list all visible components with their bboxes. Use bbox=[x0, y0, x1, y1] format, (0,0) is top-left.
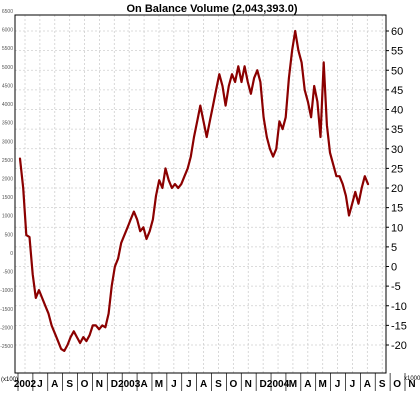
x-tick-label: J bbox=[37, 379, 43, 390]
right-tick-label: 50 bbox=[391, 65, 403, 77]
right-tick-label: 10 bbox=[391, 222, 403, 234]
right-tick-label: 60 bbox=[391, 26, 403, 38]
x-tick-label: S bbox=[379, 379, 386, 390]
right-tick-label: 40 bbox=[391, 105, 403, 117]
grid bbox=[15, 15, 386, 373]
x-tick-label: A bbox=[200, 379, 207, 390]
x-tick-label: A bbox=[364, 379, 371, 390]
left-axis: 6500600055005000450040003500300025002000… bbox=[0, 9, 13, 350]
left-tick-label: 4500 bbox=[2, 83, 13, 89]
left-tick-label: 5500 bbox=[2, 46, 13, 52]
left-tick-label: 4000 bbox=[2, 102, 13, 108]
left-tick-label: 2000 bbox=[2, 177, 13, 183]
x-tick-label: 2004 bbox=[267, 379, 290, 390]
x-tick-label: 2002 bbox=[14, 379, 37, 390]
x-tick-label: D bbox=[260, 379, 267, 390]
x-tick-label: S bbox=[66, 379, 73, 390]
left-tick-label: 0 bbox=[10, 251, 13, 257]
x-tick-label: J bbox=[171, 379, 177, 390]
left-tick-label: 3000 bbox=[2, 139, 13, 145]
left-tick-label: -500 bbox=[3, 270, 13, 276]
x-tick-label: O bbox=[393, 379, 401, 390]
series-layer bbox=[18, 29, 370, 352]
right-tick-label: -20 bbox=[391, 340, 407, 352]
x-tick-label: J bbox=[350, 379, 356, 390]
left-tick-label: 2500 bbox=[2, 158, 13, 164]
obv-series-line bbox=[18, 29, 370, 352]
right-tick-label: 30 bbox=[391, 144, 403, 156]
right-tick-label: 55 bbox=[391, 46, 403, 58]
right-tick-label: 5 bbox=[391, 242, 397, 254]
x-tick-label: N bbox=[245, 379, 252, 390]
x-axis: 2002 J A S O N D 2003 A M J J A S O N D 2004 M A M J J A S O N bbox=[14, 373, 416, 391]
x-tick-label: A bbox=[140, 379, 147, 390]
left-tick-label: -2000 bbox=[0, 325, 13, 331]
x-tick-label: A bbox=[51, 379, 58, 390]
left-tick-label: 5000 bbox=[2, 65, 13, 71]
right-tick-label: -15 bbox=[391, 320, 407, 332]
x-tick-label: O bbox=[81, 379, 89, 390]
left-tick-label: -2500 bbox=[0, 344, 13, 350]
right-tick-label: 20 bbox=[391, 183, 403, 195]
plot-frame bbox=[14, 14, 387, 374]
chart-title: On Balance Volume (2,043,393.0) bbox=[127, 3, 298, 15]
x-tick-label: A bbox=[304, 379, 311, 390]
x-tick-label: 2003 bbox=[118, 379, 141, 390]
left-tick-label: 1500 bbox=[2, 195, 13, 201]
x-tick-label: M bbox=[155, 379, 163, 390]
left-axis-unit: (x100) bbox=[1, 377, 18, 383]
right-axis-unit: x1000 bbox=[404, 376, 420, 382]
right-tick-label: -5 bbox=[391, 281, 401, 293]
right-tick-label: 35 bbox=[391, 124, 403, 136]
left-tick-label: 1000 bbox=[2, 214, 13, 220]
left-tick-label: 6000 bbox=[2, 28, 13, 34]
left-tick-label: 3500 bbox=[2, 121, 13, 127]
x-tick-label: M bbox=[319, 379, 327, 390]
right-tick-label: -10 bbox=[391, 301, 407, 313]
right-tick-label: 0 bbox=[391, 262, 397, 274]
x-tick-label: J bbox=[186, 379, 192, 390]
x-tick-label: J bbox=[335, 379, 341, 390]
right-tick-label: 15 bbox=[391, 203, 403, 215]
left-tick-label: -1000 bbox=[0, 288, 13, 294]
right-tick-label: 25 bbox=[391, 163, 403, 175]
right-tick-label: 45 bbox=[391, 85, 403, 97]
left-tick-label: -1500 bbox=[0, 307, 13, 313]
x-tick-label: O bbox=[229, 379, 237, 390]
x-tick-label: D bbox=[111, 379, 118, 390]
x-tick-label: N bbox=[96, 379, 103, 390]
left-tick-label: 6500 bbox=[2, 9, 13, 15]
x-tick-label: N bbox=[408, 379, 415, 390]
left-tick-label: 500 bbox=[5, 232, 14, 238]
x-tick-label: S bbox=[215, 379, 222, 390]
x-tick-label: M bbox=[289, 379, 297, 390]
